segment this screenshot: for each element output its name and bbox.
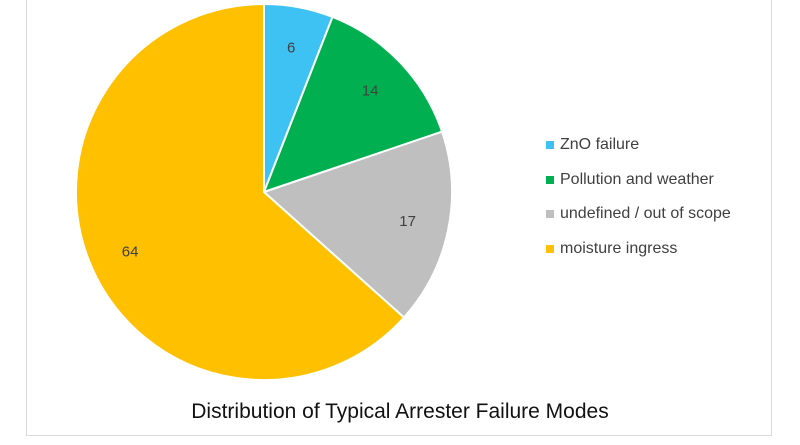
legend-label-zno-failure: ZnO failure [560, 136, 640, 154]
legend-label-pollution-and-weather: Pollution and weather [560, 170, 714, 188]
legend-item-zno-failure: ZnO failure [546, 128, 731, 163]
pie-slice-undefined-out-of-scope [262, 130, 453, 319]
legend-swatch-zno-failure [546, 141, 554, 150]
data-label-pollution-and-weather: 14 [362, 82, 379, 99]
legend-item-undefined-out-of-scope: undefined / out of scope [546, 197, 731, 232]
data-label-zno-failure: 6 [287, 39, 295, 56]
pie-slice-pollution-and-weather [262, 15, 444, 194]
legend-label-undefined-out-of-scope: undefined / out of scope [560, 205, 731, 223]
legend-item-moisture-ingress: moisture ingress [546, 232, 731, 267]
legend-swatch-moisture-ingress [546, 244, 554, 253]
legend-label-moisture-ingress: moisture ingress [560, 239, 678, 257]
pie-slice-moisture-ingress [75, 2, 406, 381]
chart-title: Distribution of Typical Arrester Failure… [191, 400, 609, 423]
data-label-undefined-out-of-scope: 17 [399, 213, 416, 230]
pie-slices [75, 2, 453, 381]
legend-swatch-pollution-and-weather [546, 175, 554, 184]
legend-item-pollution-and-weather: Pollution and weather [546, 163, 731, 198]
legend-swatch-undefined-out-of-scope [546, 210, 554, 219]
chart-legend: ZnO failure Pollution and weather undefine… [546, 128, 731, 266]
data-label-moisture-ingress: 64 [122, 243, 139, 260]
pie-data-labels: 6 14 17 64 [122, 39, 416, 260]
